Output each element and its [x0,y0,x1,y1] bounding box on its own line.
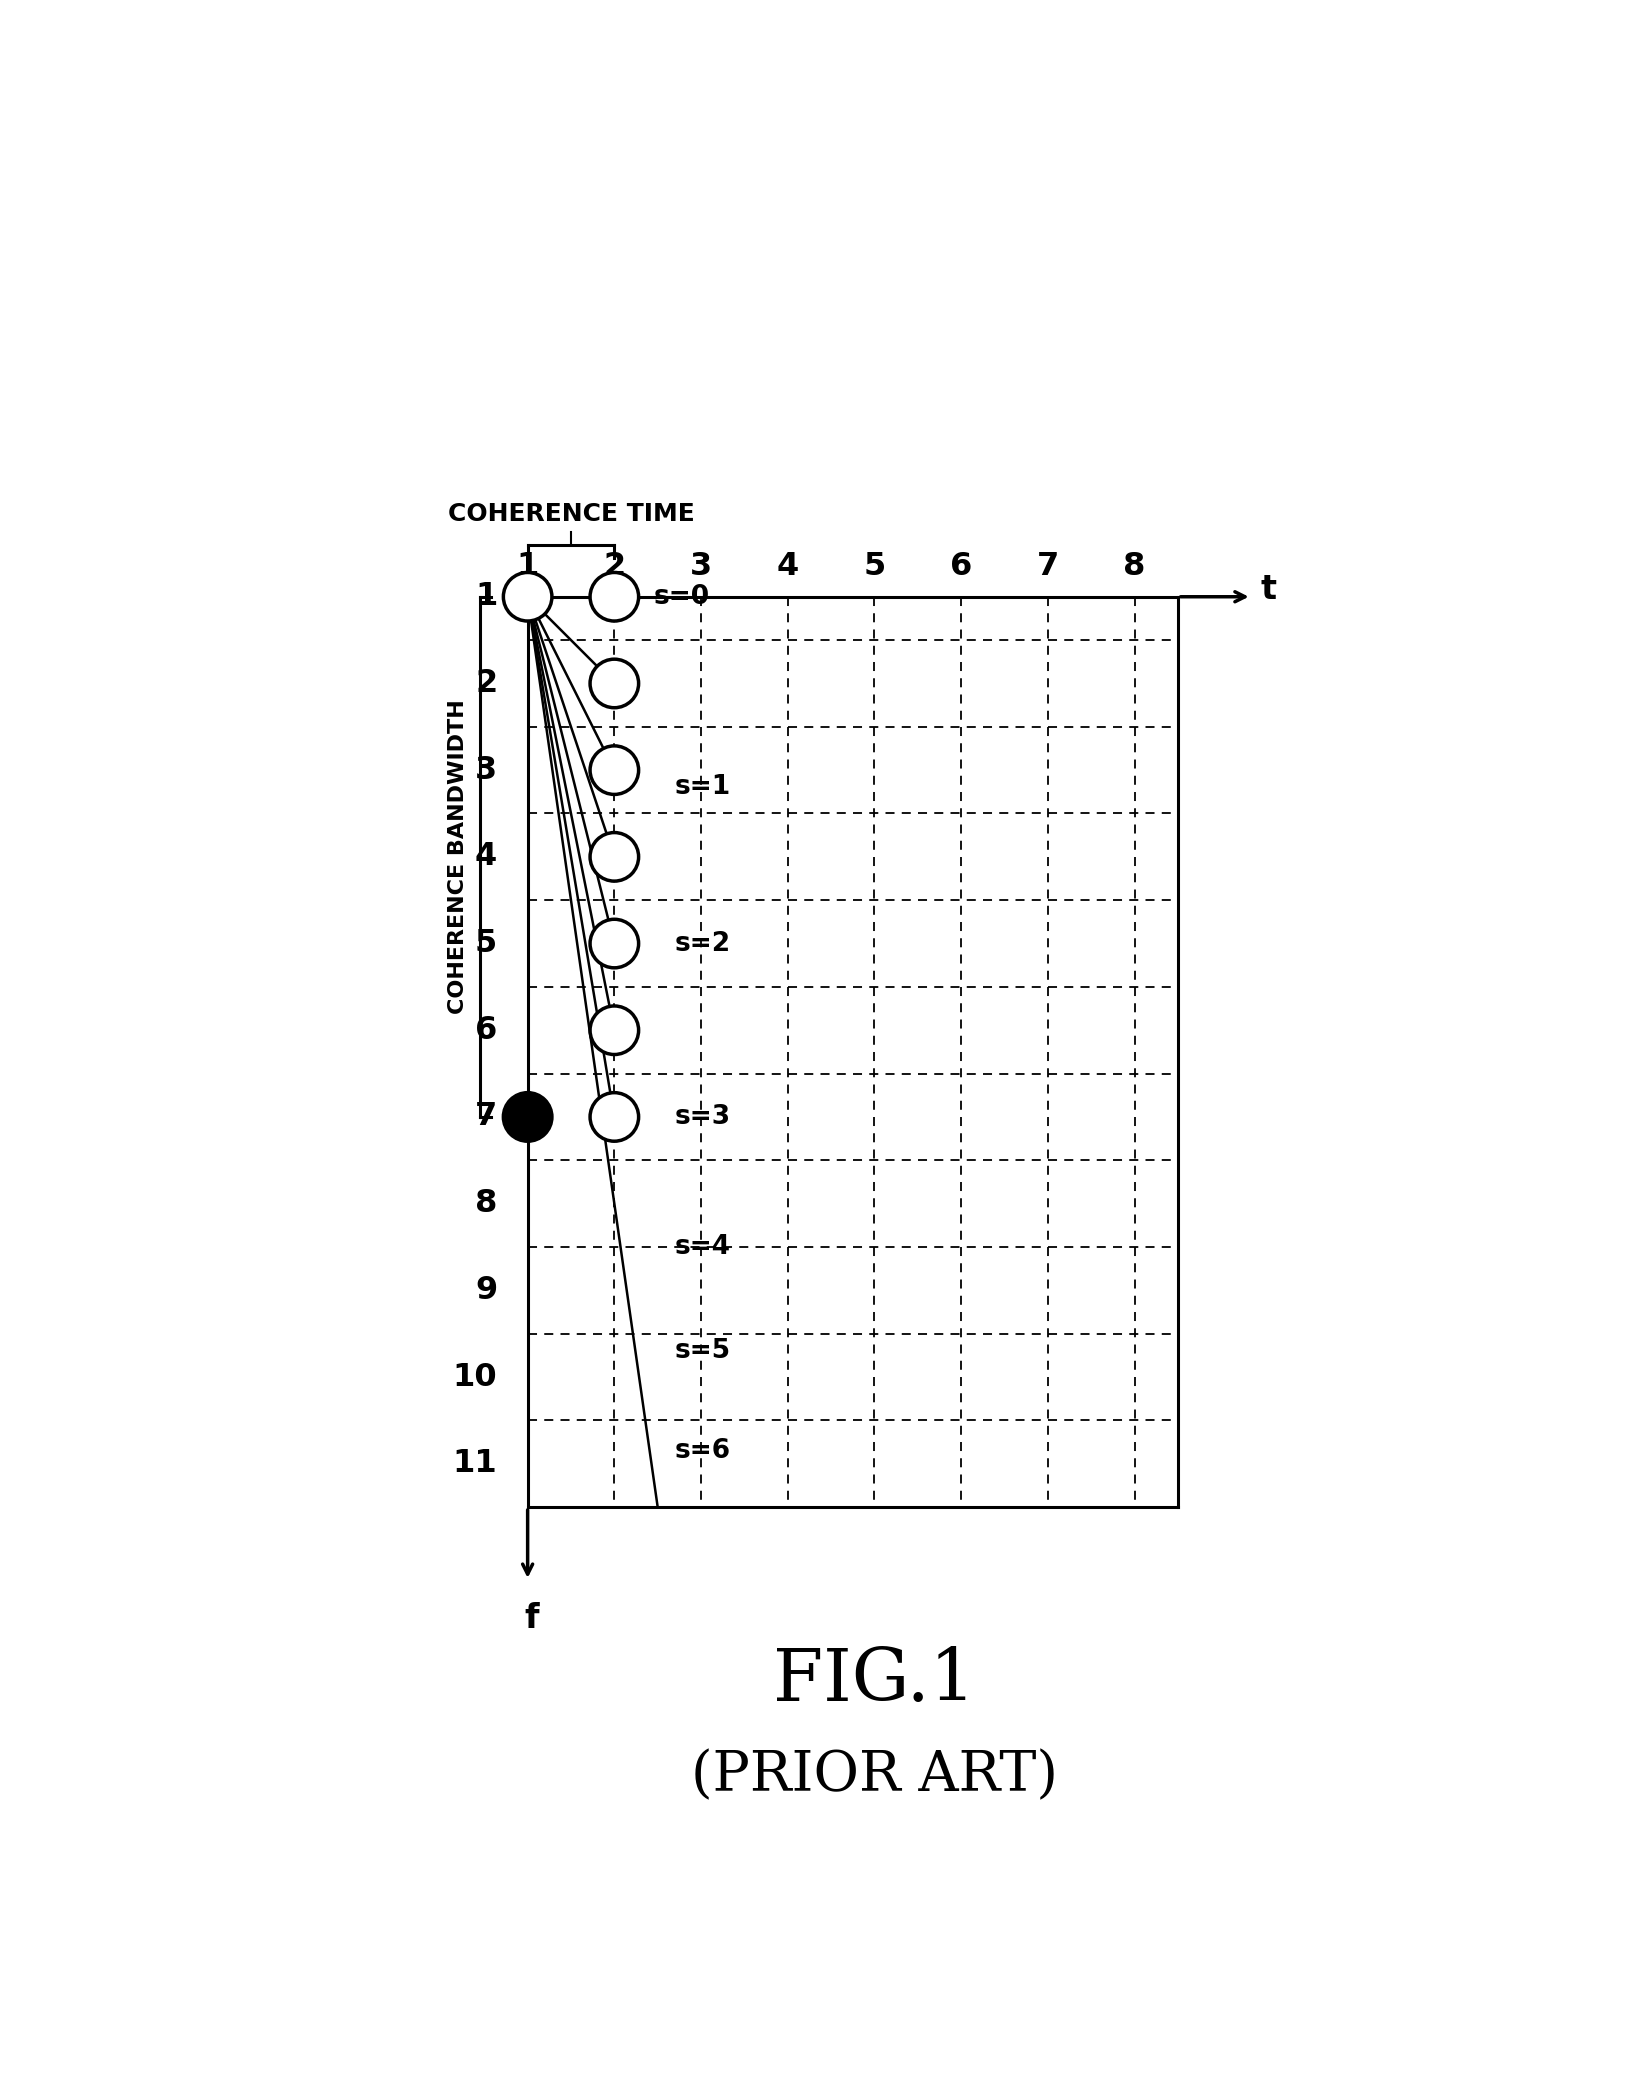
Text: s=6: s=6 [675,1437,731,1464]
Circle shape [504,1094,552,1141]
Text: s=2: s=2 [675,931,731,956]
Text: 1: 1 [474,581,497,612]
Text: 4: 4 [777,550,799,581]
Text: 3: 3 [690,550,712,581]
Text: s=4: s=4 [675,1233,731,1260]
Text: 9: 9 [476,1275,497,1306]
Circle shape [590,573,639,621]
Text: 2: 2 [474,669,497,700]
Circle shape [504,573,552,621]
Text: 5: 5 [863,550,886,581]
Text: FIG.1: FIG.1 [772,1646,975,1716]
Text: s=3: s=3 [675,1104,731,1129]
Text: t: t [1260,573,1276,606]
Text: 3: 3 [476,754,497,785]
Circle shape [590,658,639,708]
Text: 5: 5 [474,929,497,958]
Text: COHERENCE TIME: COHERENCE TIME [448,502,695,525]
Text: 8: 8 [474,1187,497,1219]
Text: COHERENCE BANDWIDTH: COHERENCE BANDWIDTH [448,700,468,1014]
Text: s=5: s=5 [675,1337,731,1364]
Text: 11: 11 [453,1448,497,1479]
Text: 7: 7 [474,1102,497,1133]
Text: (PRIOR ART): (PRIOR ART) [692,1748,1057,1804]
Circle shape [590,1094,639,1141]
Text: 6: 6 [950,550,972,581]
Text: 7: 7 [1036,550,1059,581]
Circle shape [590,919,639,969]
Text: 2: 2 [603,550,626,581]
Text: 8: 8 [1123,550,1146,581]
Circle shape [590,1006,639,1054]
Text: 4: 4 [474,842,497,873]
Text: f: f [525,1602,539,1635]
Text: 10: 10 [453,1362,497,1394]
Text: s=0: s=0 [654,583,710,610]
Text: 6: 6 [474,1014,497,1046]
Circle shape [590,746,639,794]
Text: s=1: s=1 [675,775,731,800]
Text: 1: 1 [517,550,539,581]
Circle shape [590,833,639,881]
